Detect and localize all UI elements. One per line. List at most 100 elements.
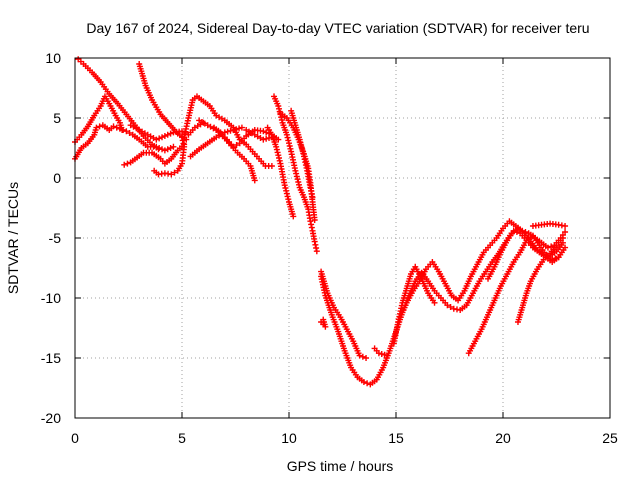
data-point (113, 124, 120, 131)
data-point (161, 147, 168, 154)
data-point (171, 169, 178, 176)
data-point (295, 179, 302, 185)
data-point (276, 157, 283, 164)
data-point (233, 142, 240, 148)
series-arc-25 (529, 220, 569, 229)
data-point (233, 126, 240, 133)
data-point (562, 229, 569, 235)
series-arc-3 (72, 122, 177, 162)
data-point (284, 134, 291, 141)
data-point (562, 244, 569, 251)
data-point (276, 105, 283, 112)
x-tick-label: 25 (602, 430, 618, 446)
data-point (313, 248, 320, 255)
y-axis-label: SDTVAR / TECUs (5, 182, 21, 294)
data-point (236, 125, 243, 132)
data-point (364, 380, 371, 387)
data-point (293, 170, 300, 177)
data-point (363, 355, 370, 361)
data-point (444, 302, 451, 309)
data-point (224, 128, 231, 135)
data-point (295, 181, 302, 188)
y-tick-label: -5 (49, 230, 62, 246)
y-tick-label: 5 (53, 110, 61, 126)
data-point (126, 130, 133, 136)
data-point (286, 143, 293, 149)
data-point (260, 136, 267, 143)
data-point (230, 143, 237, 150)
data-point (276, 155, 283, 161)
data-point (263, 135, 270, 142)
y-tick-label: -20 (41, 410, 61, 426)
data-point (360, 379, 367, 385)
data-point (359, 353, 366, 360)
y-tick-label: -10 (41, 290, 61, 306)
data-point (294, 176, 301, 183)
data-point (164, 146, 171, 153)
data-point (384, 352, 391, 359)
data-point (281, 182, 288, 189)
data-point (167, 145, 174, 151)
data-point (447, 304, 454, 310)
data-point (273, 143, 280, 150)
data-point (268, 163, 275, 169)
data-point (124, 160, 131, 167)
data-point (278, 117, 285, 123)
y-tick-label: 10 (45, 50, 61, 66)
data-point (308, 191, 315, 197)
data-point (300, 150, 307, 157)
data-point (318, 319, 325, 325)
data-point (356, 352, 363, 359)
data-point (296, 136, 303, 143)
data-point (293, 173, 300, 180)
data-point (290, 213, 297, 220)
data-point (170, 143, 177, 150)
data-point (286, 140, 292, 147)
x-tick-label: 15 (388, 430, 404, 446)
data-point (299, 147, 306, 154)
data-point (284, 193, 291, 200)
data-point (168, 171, 175, 178)
data-point (123, 128, 130, 135)
data-point (311, 238, 318, 245)
x-tick-label: 0 (71, 430, 79, 446)
data-point (159, 134, 166, 141)
data-point (116, 125, 123, 132)
data-point (238, 124, 245, 131)
series-arc-15 (288, 107, 316, 201)
data-point (164, 131, 171, 138)
series-arc-5 (151, 134, 188, 178)
data-point (161, 133, 168, 139)
data-point (312, 241, 319, 248)
data-point (282, 185, 289, 191)
data-point (522, 229, 529, 235)
data-point (274, 149, 281, 156)
series-arc-19 (371, 345, 391, 359)
data-point (378, 351, 385, 357)
data-point (275, 152, 282, 159)
x-axis-label: GPS time / hours (287, 458, 394, 474)
data-point (298, 142, 305, 149)
data-point (285, 137, 292, 144)
y-tick-label: -15 (41, 350, 61, 366)
data-point (227, 127, 234, 134)
data-point (308, 187, 315, 194)
data-point (431, 299, 438, 306)
data-point (555, 254, 562, 261)
data-point (283, 190, 290, 197)
data-point (375, 350, 382, 357)
data-series (72, 56, 569, 388)
data-point (559, 235, 566, 241)
data-point (513, 229, 520, 235)
series-arc-24 (514, 235, 566, 325)
data-point (283, 187, 290, 194)
data-point (153, 143, 160, 150)
data-point (313, 245, 320, 251)
data-point (181, 143, 188, 150)
data-point (121, 161, 128, 168)
data-point (275, 103, 282, 109)
series-arc-7 (127, 119, 207, 143)
